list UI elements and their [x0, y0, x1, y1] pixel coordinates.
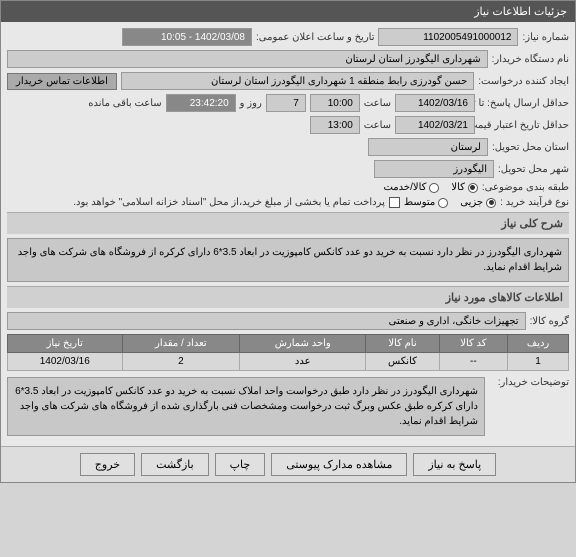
radio-icon	[429, 183, 439, 193]
group-label: گروه کالا:	[530, 316, 569, 327]
table-header: ردیف	[508, 335, 569, 353]
request-no-value: 1102005491000012	[378, 28, 518, 46]
countdown: 23:42:20	[166, 94, 236, 112]
items-section-title: اطلاعات کالاهای مورد نیاز	[7, 286, 569, 308]
buyer-notes-text: شهرداری الیگودرز در نظر دارد طبق درخواست…	[7, 377, 485, 436]
group-value: تجهیزات خانگی، اداری و صنعتی	[7, 312, 526, 330]
deadline-time-label: ساعت	[364, 98, 391, 109]
request-details-window: جزئیات اطلاعات نیاز شماره نیاز: 11020054…	[0, 0, 576, 483]
validity-time-label: ساعت	[364, 120, 391, 131]
city-label: شهر محل تحویل:	[498, 164, 569, 175]
province-label: استان محل تحویل:	[492, 142, 569, 153]
table-header: کد کالا	[439, 335, 507, 353]
radio-medium[interactable]: متوسط	[404, 197, 448, 208]
request-no-label: شماره نیاز:	[522, 32, 569, 43]
payment-note: پرداخت تمام یا بخشی از مبلغ خرید،از محل …	[73, 197, 385, 208]
announce-label: تاریخ و ساعت اعلان عمومی:	[256, 32, 375, 43]
table-cell: عدد	[240, 353, 366, 371]
purchase-type-label: نوع فرآیند خرید :	[500, 197, 569, 208]
buyer-org-value: شهرداری الیگودرز استان لرستان	[7, 50, 488, 68]
table-row: 1--کانکسعدد21402/03/16	[8, 353, 569, 371]
desc-text: شهرداری الیگودرز در نظر دارد نسبت به خری…	[7, 238, 569, 282]
desc-section-title: شرح کلی نیاز	[7, 212, 569, 234]
content-area: شماره نیاز: 1102005491000012 تاریخ و ساع…	[1, 22, 575, 446]
purchase-type-radio-group: جزیی متوسط	[404, 197, 496, 208]
province-value: لرستان	[368, 138, 488, 156]
window-title: جزئیات اطلاعات نیاز	[1, 1, 575, 22]
print-button[interactable]: چاپ	[215, 453, 266, 476]
validity-label: حداقل تاریخ اعتبار قیمت تا تاریخ:	[479, 120, 569, 131]
deadline-date: 1402/03/16	[395, 94, 475, 112]
announce-value: 1402/03/08 - 10:05	[122, 28, 252, 46]
category-radio-group: کالا کالا/خدمت	[383, 182, 477, 193]
radio-service[interactable]: کالا/خدمت	[383, 182, 439, 193]
radio-goods[interactable]: کالا	[451, 182, 478, 193]
deadline-time: 10:00	[310, 94, 360, 112]
table-header: واحد شمارش	[240, 335, 366, 353]
creator-value: حسن گودرزی رابط منطقه 1 شهرداری الیگودرز…	[121, 72, 474, 90]
buyer-org-label: نام دستگاه خریدار:	[492, 54, 569, 65]
deadline-label: حداقل ارسال پاسخ: تا تاریخ:	[479, 98, 569, 109]
items-table: ردیفکد کالانام کالاواحد شمارشتعداد / مقد…	[7, 334, 569, 371]
attachments-button[interactable]: مشاهده مدارک پیوستی	[271, 453, 407, 476]
deadline-days: 7	[266, 94, 306, 112]
table-cell: 1402/03/16	[8, 353, 123, 371]
table-cell: 2	[122, 353, 240, 371]
respond-button[interactable]: پاسخ به نیاز	[413, 453, 496, 476]
table-cell: 1	[508, 353, 569, 371]
radio-partial[interactable]: جزیی	[460, 197, 496, 208]
creator-label: ایجاد کننده درخواست:	[478, 76, 569, 87]
buyer-notes-label: توضیحات خریدار:	[489, 377, 569, 388]
payment-checkbox[interactable]	[389, 197, 400, 208]
radio-icon	[438, 198, 448, 208]
table-header: تعداد / مقدار	[122, 335, 240, 353]
validity-date: 1402/03/21	[395, 116, 475, 134]
city-value: الیگودرز	[374, 160, 494, 178]
days-label: روز و	[240, 98, 262, 109]
table-cell: --	[439, 353, 507, 371]
remaining-label: ساعت باقی مانده	[88, 98, 161, 109]
table-cell: کانکس	[366, 353, 439, 371]
radio-icon	[468, 183, 478, 193]
table-header: نام کالا	[366, 335, 439, 353]
validity-time: 13:00	[310, 116, 360, 134]
radio-icon	[486, 198, 496, 208]
back-button[interactable]: بازگشت	[141, 453, 209, 476]
table-header: تاریخ نیاز	[8, 335, 123, 353]
footer-buttons: پاسخ به نیاز مشاهده مدارک پیوستی چاپ باز…	[1, 446, 575, 482]
exit-button[interactable]: خروج	[80, 453, 135, 476]
category-label: طبقه بندی موضوعی:	[482, 182, 569, 193]
contact-button[interactable]: اطلاعات تماس خریدار	[7, 73, 117, 90]
